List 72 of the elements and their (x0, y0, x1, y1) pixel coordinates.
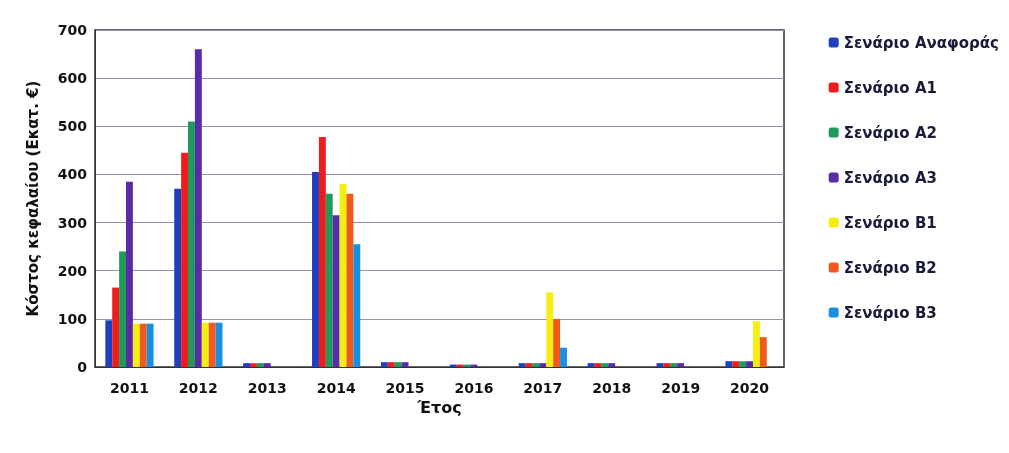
bar (608, 363, 616, 367)
y-tick-label: 500 (57, 118, 88, 135)
bar (518, 363, 526, 367)
y-tick-label: 0 (77, 359, 88, 375)
x-tick-label: 2016 (454, 380, 494, 396)
bar (325, 193, 333, 367)
x-tick-label: 2019 (661, 380, 701, 396)
bar (380, 362, 388, 367)
bar (312, 172, 319, 367)
legend-label: Σενάριο Α1 (843, 78, 937, 97)
bar (132, 323, 140, 367)
legend-label: Σενάριο Β2 (843, 258, 937, 277)
bar (739, 361, 747, 367)
bar (560, 347, 567, 367)
x-tick-label: 2011 (109, 380, 149, 396)
y-tick-label: 300 (57, 214, 88, 231)
x-tick-label: 2020 (730, 380, 770, 396)
y-tick-label: 600 (57, 70, 88, 87)
bar (208, 322, 216, 367)
bar (387, 362, 395, 367)
bar (201, 322, 209, 367)
x-tick-label: 2017 (523, 380, 563, 396)
bar (601, 363, 609, 367)
bar (732, 361, 740, 367)
legend-label: Σενάριο Αναφοράς (843, 33, 1000, 52)
bar (146, 323, 154, 367)
legend-label: Σενάριο Β3 (843, 303, 937, 322)
y-tick-label: 400 (57, 166, 88, 183)
bar (126, 181, 133, 367)
y-tick-label: 200 (57, 262, 88, 279)
bar (746, 361, 753, 367)
x-tick-label: 2015 (385, 380, 425, 396)
bar (587, 363, 595, 367)
bar (188, 121, 195, 367)
bar (353, 244, 361, 367)
bar (677, 363, 685, 367)
bar (725, 361, 733, 367)
x-tick-label: 2014 (316, 380, 356, 396)
x-tick-label: 2012 (178, 380, 218, 396)
bar (194, 49, 202, 367)
bar (139, 323, 147, 367)
bar (263, 363, 271, 367)
x-tick-label: 2013 (247, 380, 287, 396)
bar (539, 363, 547, 367)
y-tick-label: 100 (57, 310, 88, 327)
legend-label: Σενάριο Α2 (843, 123, 937, 142)
x-axis-title: Έτος (416, 398, 462, 418)
bar (753, 321, 760, 367)
legend-label: Σενάριο Β1 (843, 213, 937, 232)
bar (553, 318, 561, 367)
bar (105, 320, 113, 367)
legend-label: Σενάριο Α3 (843, 168, 937, 187)
bar (181, 152, 189, 367)
bar (670, 363, 678, 367)
bar (401, 362, 409, 367)
bar (346, 193, 354, 367)
bar (546, 292, 554, 367)
bar (318, 136, 326, 367)
bar (332, 215, 340, 367)
bar (394, 362, 402, 367)
bar (256, 363, 264, 367)
bar (119, 251, 127, 367)
y-tick-label: 700 (57, 22, 88, 38)
bar (112, 287, 120, 367)
y-axis-title: Κόστος κεφαλαίου (Εκατ. €) (23, 80, 42, 317)
bar (243, 363, 251, 367)
bar (759, 337, 767, 367)
bar (525, 363, 533, 367)
bar (174, 188, 182, 367)
bar (250, 363, 257, 367)
bar (663, 363, 671, 367)
x-tick-label: 2018 (592, 380, 632, 396)
